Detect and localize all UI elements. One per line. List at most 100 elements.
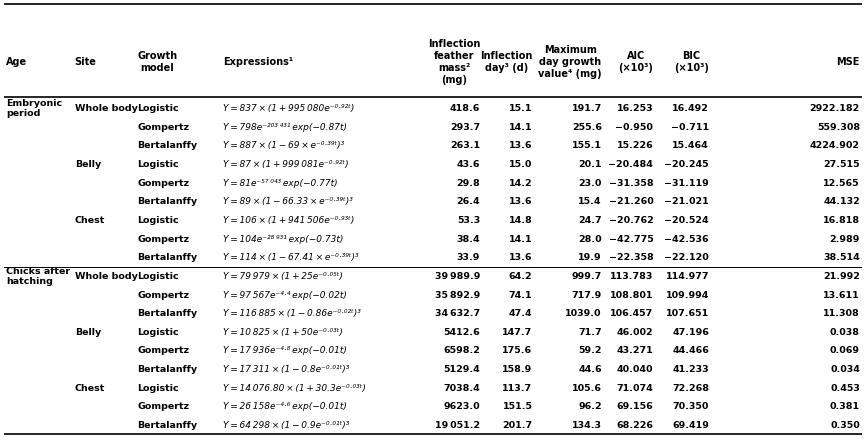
Text: 2922.182: 2922.182 — [810, 104, 860, 113]
Text: 39 989.9: 39 989.9 — [435, 272, 480, 281]
Text: 74.1: 74.1 — [509, 290, 533, 300]
Text: 293.7: 293.7 — [450, 123, 480, 132]
Text: 23.0: 23.0 — [578, 179, 602, 188]
Text: Y = 97 567e⁻⁴·⁴ exp(−0.02t): Y = 97 567e⁻⁴·⁴ exp(−0.02t) — [223, 290, 346, 300]
Text: 69.156: 69.156 — [617, 402, 653, 411]
Text: 44.466: 44.466 — [672, 347, 709, 355]
Text: 158.9: 158.9 — [502, 365, 533, 374]
Text: 15.4: 15.4 — [578, 197, 602, 206]
Text: Y = 17 311 × (1 − 0.8e⁻⁰·⁰¹ᵗ)³: Y = 17 311 × (1 − 0.8e⁻⁰·⁰¹ᵗ)³ — [223, 365, 349, 374]
Text: 19.9: 19.9 — [578, 253, 602, 262]
Text: Chest: Chest — [74, 216, 105, 225]
Text: 13.6: 13.6 — [509, 253, 533, 262]
Text: −0.950: −0.950 — [616, 123, 653, 132]
Text: Inflection
day³ (d): Inflection day³ (d) — [480, 51, 533, 73]
Text: 6598.2: 6598.2 — [443, 347, 480, 355]
Text: Bertalanffy: Bertalanffy — [137, 253, 197, 262]
Text: Gompertz: Gompertz — [137, 402, 190, 411]
Text: Maximum
day growth
value⁴ (mg): Maximum day growth value⁴ (mg) — [539, 45, 602, 79]
Text: 263.1: 263.1 — [450, 141, 480, 150]
Text: −20.245: −20.245 — [664, 160, 709, 169]
Text: 15.226: 15.226 — [617, 141, 653, 150]
Text: 21.992: 21.992 — [823, 272, 860, 281]
Text: 191.7: 191.7 — [572, 104, 602, 113]
Text: 105.6: 105.6 — [572, 384, 602, 392]
Text: 43.6: 43.6 — [456, 160, 480, 169]
Text: 113.783: 113.783 — [610, 272, 653, 281]
Text: −20.524: −20.524 — [664, 216, 709, 225]
Text: −0.711: −0.711 — [671, 123, 709, 132]
Text: 72.268: 72.268 — [672, 384, 709, 392]
Text: 16.818: 16.818 — [823, 216, 860, 225]
Text: 26.4: 26.4 — [456, 197, 480, 206]
Text: 1039.0: 1039.0 — [565, 309, 602, 318]
Text: Y = 14 076.80 × (1 + 30.3e⁻⁰·⁰³ᵗ): Y = 14 076.80 × (1 + 30.3e⁻⁰·⁰³ᵗ) — [223, 384, 365, 392]
Text: 13.6: 13.6 — [509, 141, 533, 150]
Text: 106.457: 106.457 — [610, 309, 653, 318]
Text: 5412.6: 5412.6 — [443, 328, 480, 337]
Text: 34 632.7: 34 632.7 — [435, 309, 480, 318]
Text: Y = 17 936e⁻⁴·⁸ exp(−0.01t): Y = 17 936e⁻⁴·⁸ exp(−0.01t) — [223, 347, 346, 355]
Text: 53.3: 53.3 — [457, 216, 480, 225]
Text: 999.7: 999.7 — [572, 272, 602, 281]
Text: 14.2: 14.2 — [509, 179, 533, 188]
Text: 12.565: 12.565 — [824, 179, 860, 188]
Text: 155.1: 155.1 — [572, 141, 602, 150]
Text: Y = 87 × (1 + 999 081e⁻⁰·⁹²ᵗ): Y = 87 × (1 + 999 081e⁻⁰·⁹²ᵗ) — [223, 160, 349, 169]
Text: 7038.4: 7038.4 — [443, 384, 480, 392]
Text: AIC
(×10³): AIC (×10³) — [618, 51, 653, 73]
Text: 40.040: 40.040 — [617, 365, 653, 374]
Text: Logistic: Logistic — [137, 384, 179, 392]
Text: 14.1: 14.1 — [509, 123, 533, 132]
Text: 255.6: 255.6 — [572, 123, 602, 132]
Text: Y = 89 × (1 − 66.33 × e⁻⁰·³⁹ᵗ)³: Y = 89 × (1 − 66.33 × e⁻⁰·³⁹ᵗ)³ — [223, 197, 352, 206]
Text: 109.994: 109.994 — [666, 290, 709, 300]
Text: 0.038: 0.038 — [830, 328, 860, 337]
Text: 151.5: 151.5 — [502, 402, 533, 411]
Text: 9623.0: 9623.0 — [443, 402, 480, 411]
Text: −21.260: −21.260 — [609, 197, 653, 206]
Text: Y = 104e⁻²⁸ ⁹³¹ exp(−0.73t): Y = 104e⁻²⁸ ⁹³¹ exp(−0.73t) — [223, 235, 343, 244]
Text: Belly: Belly — [74, 328, 100, 337]
Text: 5129.4: 5129.4 — [443, 365, 480, 374]
Text: Logistic: Logistic — [137, 216, 179, 225]
Text: Whole body: Whole body — [74, 272, 138, 281]
Text: Expressions¹: Expressions¹ — [223, 57, 293, 67]
Text: Embryonic
period: Embryonic period — [6, 99, 62, 118]
Text: Bertalanffy: Bertalanffy — [137, 421, 197, 430]
Text: Y = 887 × (1 − 69 × e⁻⁰·³⁹ᵗ)³: Y = 887 × (1 − 69 × e⁻⁰·³⁹ᵗ)³ — [223, 141, 344, 150]
Text: Y = 837 × (1 + 995 080e⁻⁰·⁹²ᵗ): Y = 837 × (1 + 995 080e⁻⁰·⁹²ᵗ) — [223, 104, 354, 113]
Text: 2.989: 2.989 — [830, 235, 860, 244]
Text: Logistic: Logistic — [137, 160, 179, 169]
Text: −22.358: −22.358 — [609, 253, 653, 262]
Text: Y = 116 885 × (1 − 0.86e⁻⁰·⁰²ᵗ)³: Y = 116 885 × (1 − 0.86e⁻⁰·⁰²ᵗ)³ — [223, 309, 361, 318]
Text: 68.226: 68.226 — [617, 421, 653, 430]
Text: 33.9: 33.9 — [456, 253, 480, 262]
Text: Logistic: Logistic — [137, 272, 179, 281]
Text: Y = 106 × (1 + 941 506e⁻⁰·⁹³ᵗ): Y = 106 × (1 + 941 506e⁻⁰·⁹³ᵗ) — [223, 216, 354, 225]
Text: −22.120: −22.120 — [664, 253, 709, 262]
Text: 0.381: 0.381 — [830, 402, 860, 411]
Text: 15.0: 15.0 — [509, 160, 533, 169]
Text: 44.132: 44.132 — [824, 197, 860, 206]
Text: Y = 64 298 × (1 − 0.9e⁻⁰·⁰¹ᵗ)³: Y = 64 298 × (1 − 0.9e⁻⁰·⁰¹ᵗ)³ — [223, 421, 349, 430]
Text: Site: Site — [74, 57, 96, 67]
Text: MSE: MSE — [837, 57, 860, 67]
Text: Y = 79 979 × (1 + 25e⁻⁰·⁰⁵ᵗ): Y = 79 979 × (1 + 25e⁻⁰·⁰⁵ᵗ) — [223, 272, 343, 281]
Text: 38.514: 38.514 — [824, 253, 860, 262]
Text: Gompertz: Gompertz — [137, 179, 190, 188]
Text: −21.021: −21.021 — [664, 197, 709, 206]
Text: 64.2: 64.2 — [509, 272, 533, 281]
Text: 13.611: 13.611 — [824, 290, 860, 300]
Text: 70.350: 70.350 — [673, 402, 709, 411]
Text: 19 051.2: 19 051.2 — [435, 421, 480, 430]
Text: 27.515: 27.515 — [824, 160, 860, 169]
Text: Bertalanffy: Bertalanffy — [137, 309, 197, 318]
Text: 201.7: 201.7 — [502, 421, 533, 430]
Text: Gompertz: Gompertz — [137, 290, 190, 300]
Text: Bertalanffy: Bertalanffy — [137, 197, 197, 206]
Text: 0.069: 0.069 — [830, 347, 860, 355]
Text: Y = 798e⁻²⁰³ ⁴³¹ exp(−0.87t): Y = 798e⁻²⁰³ ⁴³¹ exp(−0.87t) — [223, 123, 347, 132]
Text: 38.4: 38.4 — [456, 235, 480, 244]
Text: Chest: Chest — [74, 384, 105, 392]
